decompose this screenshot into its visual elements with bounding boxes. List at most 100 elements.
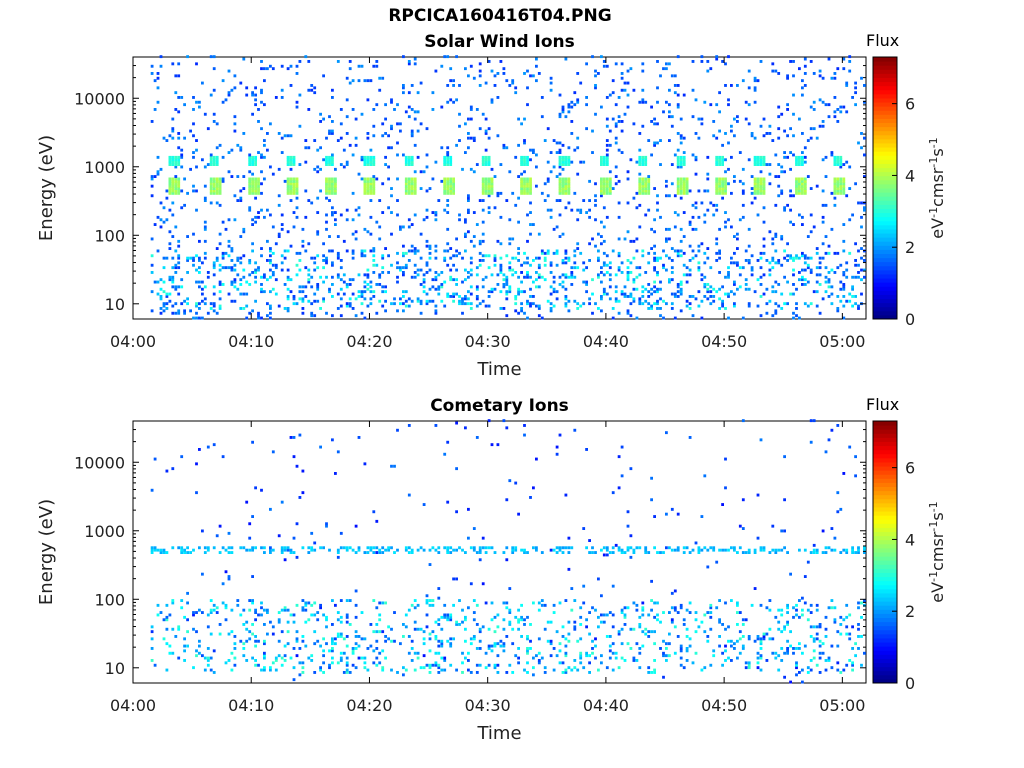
flux-pixel xyxy=(266,67,269,71)
flux-pixel xyxy=(523,72,526,75)
flux-pixel xyxy=(715,136,719,140)
flux-pixel xyxy=(724,627,727,631)
flux-pixel xyxy=(656,302,659,306)
flux-pixel xyxy=(762,163,766,166)
flux-pixel xyxy=(342,148,346,152)
flux-pixel xyxy=(345,635,349,638)
flux-pixel xyxy=(673,625,677,629)
flux-pixel xyxy=(608,278,612,282)
flux-pixel xyxy=(342,546,346,550)
flux-pixel xyxy=(558,177,562,181)
flux-pixel xyxy=(857,201,860,205)
flux-pixel xyxy=(647,208,651,212)
flux-pixel xyxy=(741,191,745,195)
flux-pixel xyxy=(443,184,447,188)
flux-pixel xyxy=(301,469,305,473)
flux-pixel xyxy=(594,199,597,202)
flux-pixel xyxy=(387,146,390,150)
flux-pixel xyxy=(221,283,225,286)
flux-pixel xyxy=(552,227,556,231)
colorbar-segment xyxy=(873,151,897,156)
flux-pixel xyxy=(762,160,766,164)
flux-pixel xyxy=(703,220,707,224)
flux-pixel xyxy=(854,263,857,267)
x-tick-label: 05:00 xyxy=(819,332,865,351)
flux-pixel xyxy=(440,179,444,183)
flux-pixel xyxy=(348,304,352,308)
flux-pixel xyxy=(446,153,450,157)
flux-pixel xyxy=(570,120,574,123)
flux-pixel xyxy=(310,531,314,535)
flux-pixel xyxy=(626,275,630,279)
flux-pixel xyxy=(399,302,402,306)
flux-pixel xyxy=(641,295,645,298)
flux-pixel xyxy=(718,129,721,133)
flux-pixel xyxy=(839,287,843,291)
flux-pixel xyxy=(428,247,432,250)
flux-pixel xyxy=(446,155,450,159)
flux-pixel xyxy=(230,148,234,152)
flux-pixel xyxy=(718,599,721,602)
flux-pixel xyxy=(467,536,470,540)
flux-pixel xyxy=(718,177,721,181)
flux-pixel xyxy=(827,659,831,662)
flux-pixel xyxy=(727,98,730,102)
flux-pixel xyxy=(842,105,846,109)
flux-pixel xyxy=(239,546,243,550)
flux-pixel xyxy=(795,254,798,258)
flux-pixel xyxy=(685,191,689,195)
flux-pixel xyxy=(741,167,745,171)
flux-pixel xyxy=(602,613,606,617)
flux-pixel xyxy=(174,179,178,183)
flux-pixel xyxy=(679,158,683,162)
flux-pixel xyxy=(792,93,795,97)
flux-pixel xyxy=(251,218,254,222)
flux-pixel xyxy=(446,160,450,164)
flux-pixel xyxy=(410,158,414,162)
flux-pixel xyxy=(461,608,464,612)
flux-pixel xyxy=(150,546,154,550)
flux-pixel xyxy=(307,273,311,277)
flux-pixel xyxy=(165,189,169,193)
flux-pixel xyxy=(786,302,789,306)
flux-pixel xyxy=(679,165,683,169)
flux-pixel xyxy=(195,611,198,614)
flux-pixel xyxy=(183,649,186,653)
flux-pixel xyxy=(446,211,450,214)
flux-pixel xyxy=(375,546,379,550)
flux-pixel xyxy=(830,527,834,530)
flux-pixel xyxy=(845,160,849,164)
flux-pixel xyxy=(585,546,588,550)
colorbar-segment xyxy=(873,523,897,528)
flux-pixel xyxy=(526,635,529,638)
flux-pixel xyxy=(168,182,172,186)
flux-pixel xyxy=(286,184,290,188)
flux-pixel xyxy=(736,84,739,87)
flux-pixel xyxy=(585,280,588,284)
flux-pixel xyxy=(626,510,630,514)
flux-pixel xyxy=(484,160,488,164)
flux-pixel xyxy=(860,201,863,205)
flux-pixel xyxy=(836,155,840,159)
flux-pixel xyxy=(803,283,807,286)
flux-pixel xyxy=(721,160,724,164)
flux-pixel xyxy=(490,273,494,277)
flux-pixel xyxy=(446,613,450,617)
flux-pixel xyxy=(277,235,281,238)
flux-pixel xyxy=(399,268,402,272)
flux-pixel xyxy=(390,100,393,104)
flux-pixel xyxy=(195,280,198,284)
flux-pixel xyxy=(422,637,426,641)
flux-pixel xyxy=(591,292,594,296)
flux-pixel xyxy=(363,227,367,231)
flux-pixel xyxy=(594,203,597,207)
flux-pixel xyxy=(653,642,656,646)
flux-pixel xyxy=(783,129,786,133)
flux-pixel xyxy=(168,230,172,234)
flux-pixel xyxy=(487,644,491,648)
flux-pixel xyxy=(600,155,603,159)
flux-pixel xyxy=(818,69,822,73)
flux-pixel xyxy=(198,316,201,320)
flux-pixel xyxy=(404,163,408,166)
flux-pixel xyxy=(266,239,269,243)
